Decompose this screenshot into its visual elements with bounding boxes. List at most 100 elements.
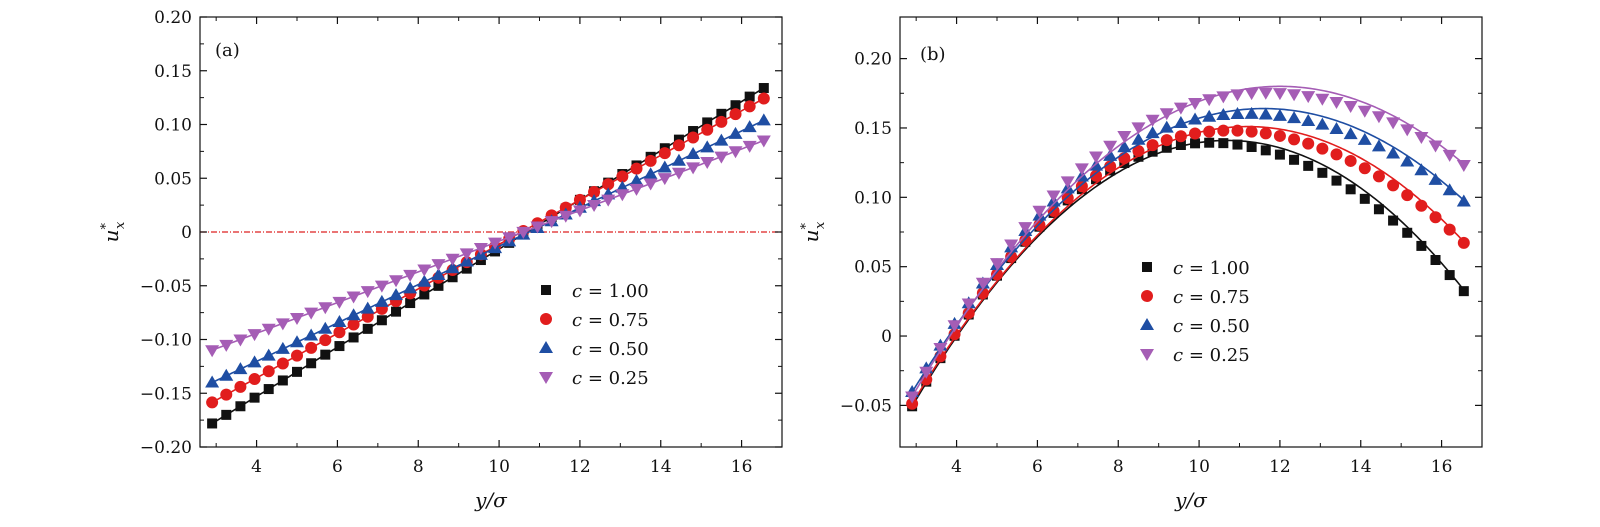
data-point: [1159, 120, 1174, 133]
data-point: [389, 275, 404, 288]
y-tick-label: 0.20: [154, 8, 192, 28]
data-point: [1216, 91, 1231, 104]
data-point: [1075, 180, 1088, 193]
data-point: [459, 248, 474, 261]
data-point: [320, 349, 331, 360]
data-point: [249, 392, 260, 403]
data-point: [360, 286, 375, 299]
data-point: [247, 329, 262, 342]
data-point: [757, 92, 770, 105]
data-point: [1272, 108, 1287, 121]
plot-frame: [899, 16, 1483, 448]
data-point: [1132, 145, 1145, 158]
data-point: [304, 307, 319, 320]
data-point: [332, 315, 347, 328]
data-point: [247, 355, 262, 368]
data-point: [1231, 124, 1244, 137]
data-point: [220, 388, 233, 401]
data-point: [601, 194, 616, 207]
data-point: [516, 226, 531, 239]
data-point: [263, 384, 274, 395]
data-point: [205, 345, 220, 358]
data-point: [1173, 102, 1188, 115]
legend-marker: [540, 313, 552, 325]
y-tick-label: 0.05: [154, 169, 192, 189]
data-point: [716, 108, 727, 119]
data-point: [1246, 141, 1257, 152]
data-point: [1429, 211, 1442, 224]
data-point: [1400, 154, 1415, 167]
legend-label: c = 0.50: [1173, 316, 1250, 337]
x-tick-label: 12: [569, 457, 591, 477]
data-point: [1371, 139, 1386, 152]
data-point: [1103, 148, 1118, 161]
data-point: [1315, 93, 1330, 106]
data-point: [1046, 190, 1061, 203]
data-point: [1131, 132, 1146, 145]
y-tick-label: 0.10: [854, 188, 892, 208]
data-point: [262, 365, 275, 378]
data-point: [221, 409, 232, 420]
panel-a: 4 6 8 10 12 14 16 −0.20 −0.15 −0.10 −0.05 0 0.05 0.10…: [99, 8, 783, 512]
data-point: [1442, 183, 1457, 196]
data-point: [431, 259, 446, 272]
data-point: [235, 401, 246, 412]
y-tick-label: −0.05: [840, 396, 892, 416]
data-point: [975, 277, 990, 290]
x-tick-label: 16: [731, 457, 753, 477]
data-point: [700, 140, 715, 153]
data-point: [447, 272, 458, 283]
data-point: [1287, 111, 1302, 124]
data-point: [1343, 101, 1358, 114]
data-point: [1289, 154, 1300, 165]
data-point: [1161, 142, 1172, 153]
data-point: [459, 254, 474, 267]
data-point: [1188, 97, 1203, 110]
data-point: [1388, 215, 1399, 226]
data-point: [728, 126, 743, 139]
y-axis-label: u*x: [799, 221, 828, 242]
data-point: [419, 289, 430, 300]
data-point: [1315, 117, 1330, 130]
data-point: [1230, 106, 1245, 119]
data-point: [1173, 116, 1188, 129]
data-point: [1329, 122, 1344, 135]
legend-marker: [539, 341, 553, 353]
data-point: [1145, 114, 1160, 127]
data-point: [544, 216, 559, 229]
legend-marker: [541, 285, 551, 295]
x-tick-label: 12: [1269, 457, 1291, 477]
data-point: [403, 269, 418, 282]
data-point: [275, 341, 290, 354]
data-point: [1357, 132, 1372, 145]
data-point: [433, 280, 444, 291]
x-axis-label: y/σ: [1174, 488, 1208, 512]
data-point: [1274, 149, 1285, 160]
data-point: [906, 397, 919, 410]
data-point: [1456, 194, 1471, 207]
data-point: [1218, 138, 1229, 149]
data-point: [306, 358, 317, 369]
data-point: [346, 291, 361, 304]
data-point: [728, 146, 743, 159]
data-point: [389, 288, 404, 301]
data-point: [405, 298, 416, 309]
panel-label: (b): [920, 44, 946, 65]
data-point: [947, 320, 962, 333]
data-point: [573, 193, 586, 206]
data-point: [671, 167, 686, 180]
data-point: [758, 83, 769, 94]
panel-b: 4 6 8 10 12 14 16 −0.05 0 0.05 0.10 0.15 0.20 y/σ u*x (…: [799, 16, 1483, 512]
data-point: [1217, 124, 1230, 137]
data-point: [1175, 139, 1186, 150]
data-point: [417, 264, 432, 277]
x-tick-label: 16: [1431, 457, 1453, 477]
data-point: [702, 117, 713, 128]
data-point: [756, 113, 771, 126]
y-tick-label: 0.05: [854, 258, 892, 278]
data-point: [347, 318, 360, 331]
data-point: [1359, 193, 1370, 204]
data-point: [1345, 184, 1356, 195]
data-point: [714, 151, 729, 164]
data-point: [1004, 239, 1019, 252]
